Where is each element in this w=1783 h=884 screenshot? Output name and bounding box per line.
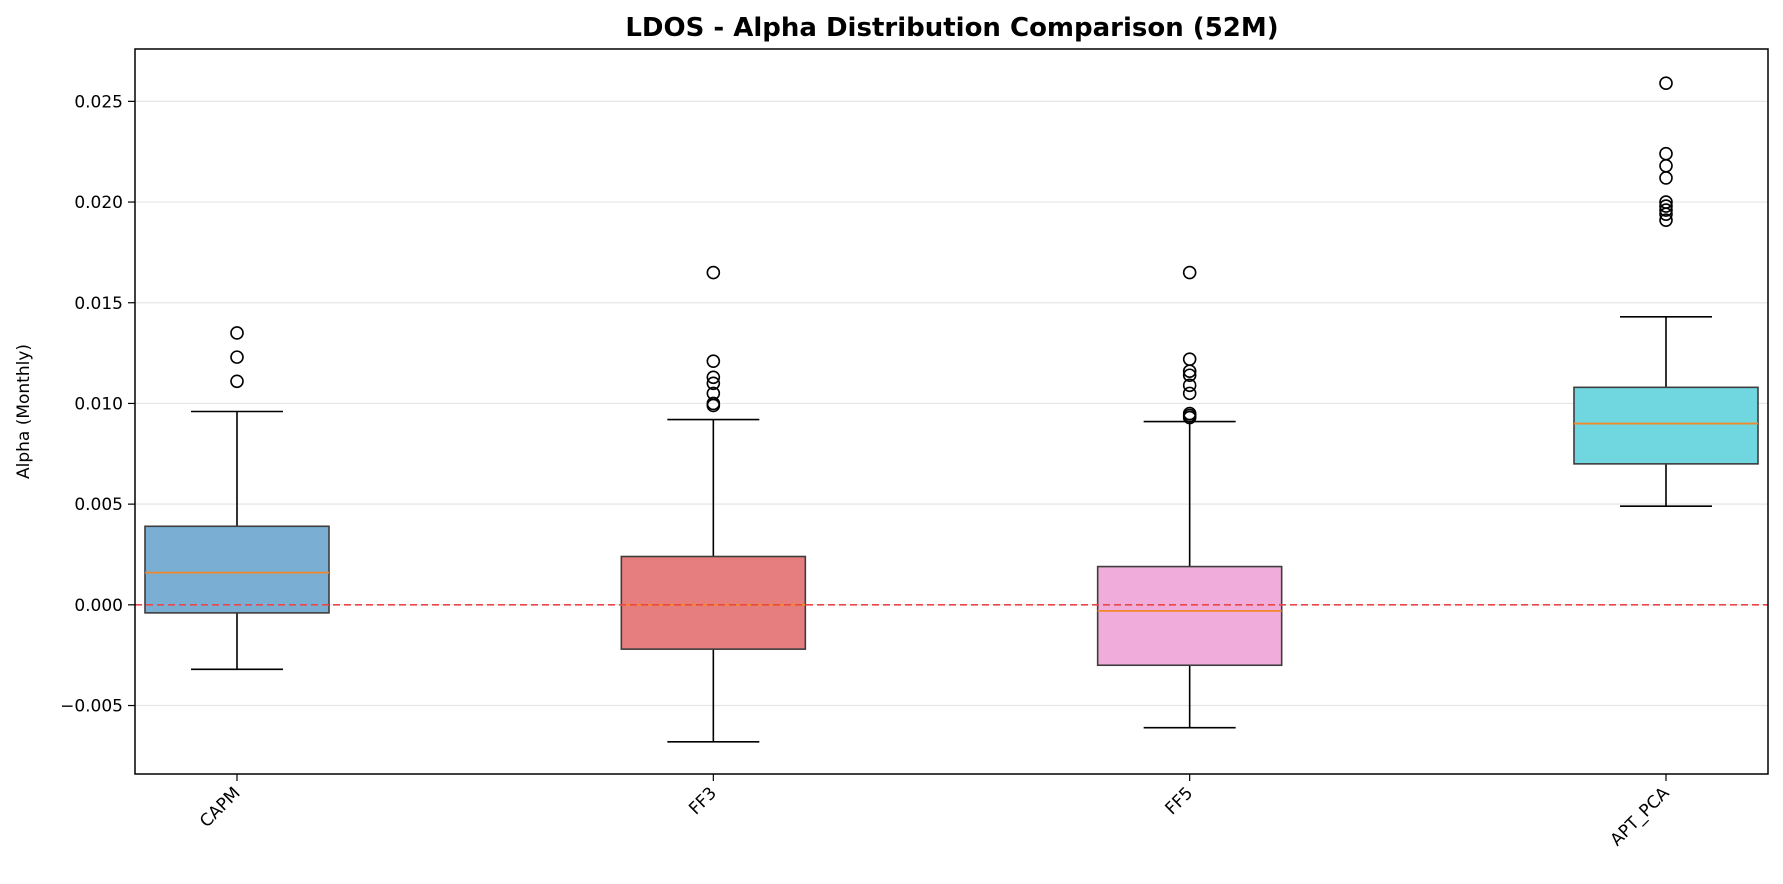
outlier-point	[706, 398, 721, 413]
y-tick-label: 0.010	[74, 394, 123, 414]
x-axis: CAPM FF3 FF5 APT_PCA	[196, 774, 1674, 850]
box-capm	[144, 326, 330, 671]
outlier-point	[1182, 265, 1197, 280]
outlier-point	[1659, 207, 1673, 221]
box-body	[1096, 565, 1283, 667]
y-tick-label: 0.015	[74, 294, 123, 314]
box-ff5	[1096, 265, 1283, 729]
plot-frame	[134, 48, 1769, 775]
outlier-point	[230, 374, 244, 389]
outlier-point	[230, 350, 244, 364]
y-tick-label: −0.005	[60, 697, 123, 717]
outlier-point	[706, 354, 721, 368]
box-apt-pca	[1573, 76, 1759, 507]
outlier-point	[230, 326, 244, 340]
outlier-point	[1182, 364, 1197, 379]
outlier-point	[1659, 159, 1673, 173]
y-tick-label: 0.000	[74, 596, 123, 616]
y-tick-label: 0.005	[74, 495, 123, 515]
grid-lines	[135, 100, 1768, 707]
outlier-point	[1182, 386, 1197, 401]
box-body	[620, 555, 807, 650]
y-axis-label: Alpha (Monthly)	[14, 344, 34, 479]
outlier-point	[1659, 146, 1673, 161]
y-tick-label: 0.025	[74, 92, 123, 112]
y-tick-label: 0.020	[74, 193, 123, 213]
x-tick-label: APT_PCA	[1607, 783, 1674, 850]
outlier-point	[1659, 213, 1673, 227]
outlier-point	[706, 265, 721, 280]
outlier-point	[1182, 378, 1197, 393]
outlier-point	[1659, 171, 1673, 185]
outlier-point	[1182, 352, 1197, 366]
outlier-point	[706, 370, 721, 385]
x-tick-label: CAPM	[196, 783, 244, 831]
outlier-point	[1659, 203, 1673, 217]
y-axis: −0.005 0.000 0.005 0.010 0.015 0.020 0.025	[60, 92, 135, 717]
outlier-point	[706, 376, 721, 391]
x-tick-label: FF5	[1162, 783, 1198, 819]
box-body	[144, 525, 330, 614]
box-series	[135, 76, 1768, 743]
box-body	[1573, 386, 1759, 465]
x-tick-label: FF3	[685, 783, 721, 819]
box-ff3	[620, 265, 807, 743]
outlier-point	[1182, 368, 1197, 383]
outlier-point	[1659, 199, 1673, 213]
outlier-point	[1182, 410, 1197, 425]
outlier-point	[1659, 76, 1673, 91]
chart-title: LDOS - Alpha Distribution Comparison (52…	[625, 13, 1278, 43]
